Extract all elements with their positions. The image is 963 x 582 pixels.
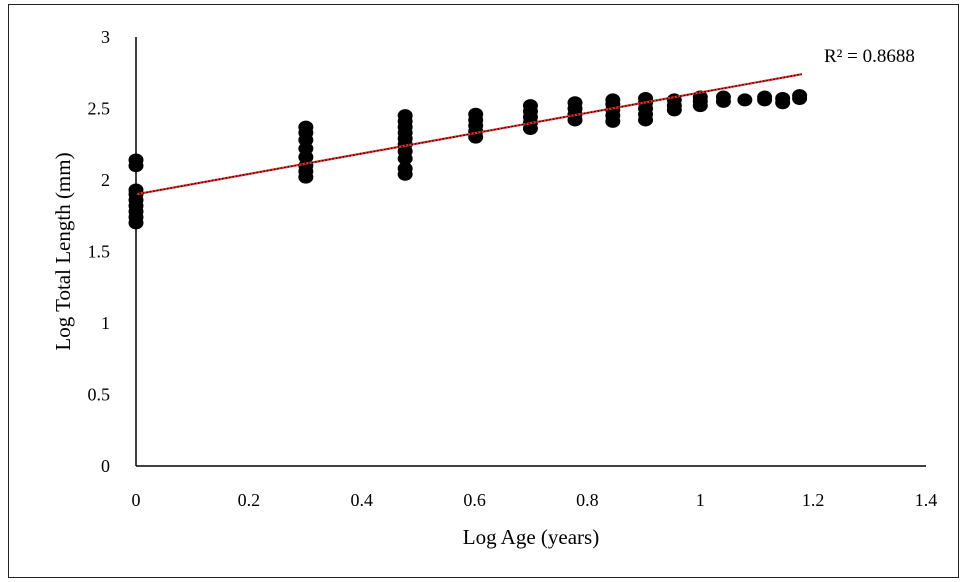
data-point	[757, 90, 773, 104]
x-tick-labels: 0 0.2 0.4 0.6 0.8 1 1.2 1.4	[132, 490, 938, 510]
data-point	[737, 93, 753, 107]
r-squared-label: R² = 0.8688	[824, 46, 915, 67]
data-point	[397, 162, 413, 176]
data-point	[567, 96, 583, 110]
data-point	[605, 93, 621, 107]
y-tick-label: 3	[101, 27, 110, 47]
y-tick-label: 1	[101, 313, 110, 333]
data-point	[792, 89, 808, 103]
x-tick-label: 0.2	[238, 490, 261, 510]
data-point	[715, 90, 731, 104]
data-point	[298, 120, 314, 134]
x-tick-label: 1	[696, 490, 705, 510]
x-tick-label: 1.2	[802, 490, 825, 510]
y-tick-label: 2	[101, 170, 110, 190]
x-tick-label: 0.6	[463, 490, 486, 510]
data-points	[128, 89, 808, 230]
x-tick-label: 0.8	[576, 490, 599, 510]
x-axis-title: Log Age (years)	[463, 525, 599, 549]
y-tick-labels: 0 0.5 1 1.5 2 2.5 3	[88, 27, 111, 476]
y-tick-label: 0	[101, 456, 110, 476]
x-tick-label: 1.4	[915, 490, 938, 510]
y-tick-label: 0.5	[88, 385, 111, 405]
data-point	[522, 99, 538, 113]
y-axis-title: Log Total Length (mm)	[51, 152, 75, 350]
trendline-dotted-overlay	[135, 73, 802, 195]
data-point	[775, 91, 791, 105]
x-tick-label: 0	[132, 490, 141, 510]
data-point	[397, 109, 413, 123]
y-tick-label: 2.5	[88, 99, 111, 119]
x-tick-label: 0.4	[350, 490, 373, 510]
data-point	[468, 107, 484, 121]
y-tick-label: 1.5	[88, 242, 111, 262]
